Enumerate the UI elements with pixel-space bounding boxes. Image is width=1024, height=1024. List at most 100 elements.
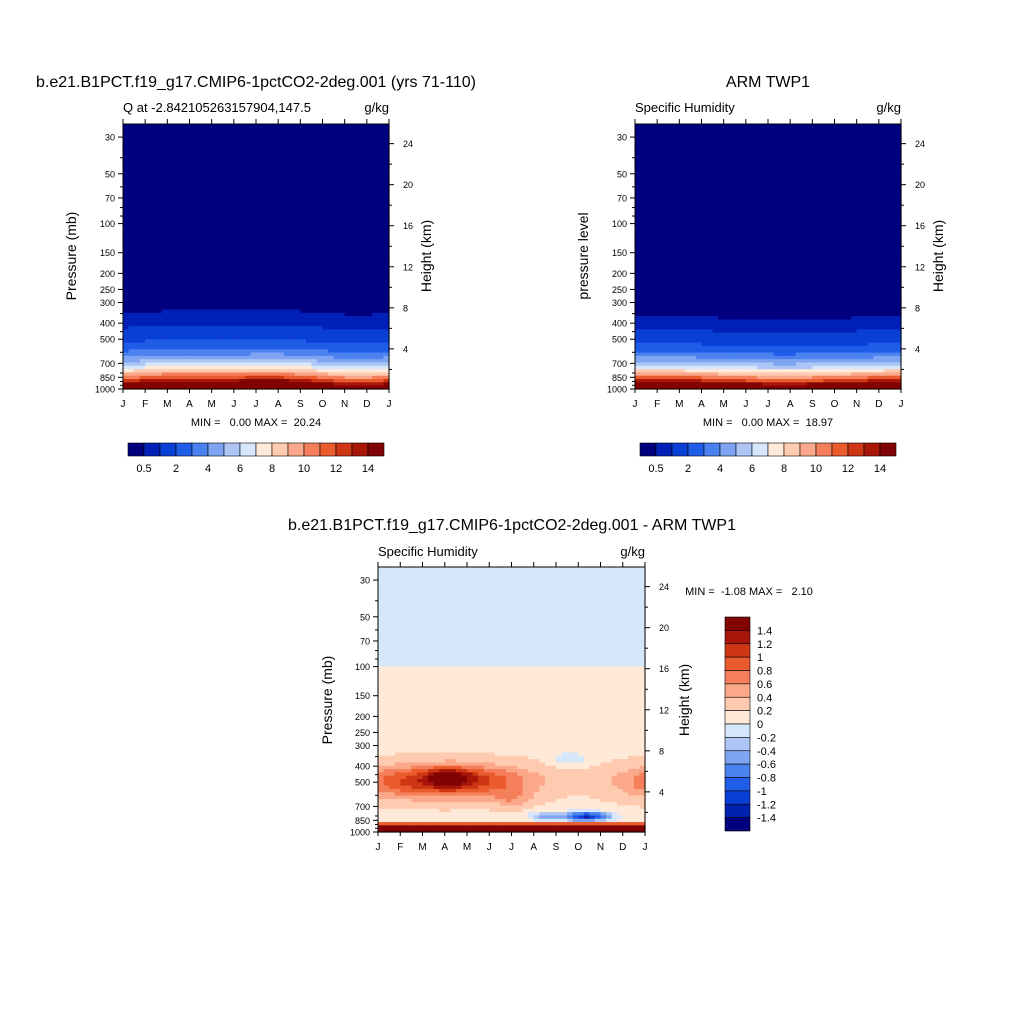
contour-cell	[300, 253, 307, 258]
contour-cell	[377, 130, 385, 135]
contour-cell	[145, 173, 152, 178]
contour-cell	[178, 266, 185, 271]
contour-cell	[272, 369, 279, 374]
contour-cell	[344, 332, 351, 337]
contour-cell	[211, 140, 218, 145]
contour-cell	[145, 236, 152, 241]
contour-cell	[178, 322, 185, 327]
contour-cell	[350, 329, 357, 334]
contour-cell	[316, 385, 324, 390]
contour-cell	[211, 286, 218, 291]
contour-cell	[172, 326, 180, 330]
contour-cell	[801, 130, 808, 135]
contour-cell	[383, 339, 390, 344]
contour-cell	[145, 276, 152, 281]
contour-cell	[134, 345, 141, 350]
contour-cell	[239, 329, 246, 334]
contour-cell	[239, 186, 246, 191]
contour-cell	[150, 263, 157, 268]
contour-cell	[222, 352, 229, 357]
contour-cell	[723, 190, 730, 195]
contour-cell	[366, 157, 373, 162]
contour-cell	[172, 220, 180, 224]
contour-cell	[128, 163, 135, 168]
contour-cell	[272, 216, 279, 221]
contour-cell	[300, 286, 307, 291]
contour-cell	[790, 180, 797, 185]
contour-cell	[217, 246, 224, 251]
contour-cell	[228, 150, 235, 155]
contour-cell	[366, 137, 373, 142]
contour-cell	[662, 147, 669, 152]
contour-cell	[278, 349, 285, 354]
contour-cell	[873, 163, 880, 168]
contour-cell	[139, 153, 146, 158]
contour-cell	[134, 206, 141, 211]
contour-cell	[311, 326, 318, 330]
contour-cell	[350, 339, 357, 344]
contour-cell	[134, 256, 141, 261]
contour-cell	[139, 286, 146, 291]
contour-cell	[768, 143, 775, 148]
contour-cell	[729, 186, 736, 191]
contour-cell	[828, 147, 836, 152]
contour-cell	[668, 180, 675, 185]
contour-cell	[123, 210, 130, 215]
contour-cell	[256, 349, 263, 354]
contour-cell	[167, 236, 174, 241]
contour-cell	[344, 223, 351, 228]
contour-cell	[134, 365, 141, 370]
contour-cell	[222, 193, 229, 198]
contour-cell	[195, 133, 202, 138]
contour-cell	[228, 193, 235, 198]
contour-cell	[828, 170, 836, 175]
contour-cell	[289, 382, 296, 387]
contour-cell	[361, 200, 368, 205]
contour-cell	[795, 170, 802, 175]
contour-cell	[646, 140, 653, 145]
contour-cell	[333, 143, 340, 148]
contour-cell	[305, 253, 313, 258]
contour-cell	[195, 266, 202, 271]
contour-cell	[889, 147, 897, 152]
contour-cell	[300, 200, 307, 205]
contour-cell	[233, 283, 240, 287]
contour-cell	[128, 286, 135, 291]
contour-cell	[740, 127, 747, 132]
contour-cell	[128, 203, 135, 208]
contour-cell	[383, 190, 390, 195]
contour-cell	[178, 147, 185, 152]
contour-cell	[322, 183, 329, 188]
contour-cell	[261, 147, 268, 152]
contour-cell	[718, 190, 725, 195]
contour-cell	[139, 230, 146, 234]
contour-cell	[328, 382, 335, 387]
contour-cell	[145, 329, 152, 334]
contour-cell	[289, 369, 296, 374]
contour-cell	[128, 160, 135, 165]
contour-cell	[300, 186, 307, 191]
contour-cell	[344, 329, 351, 334]
contour-cell	[383, 283, 390, 287]
contour-cell	[233, 276, 240, 281]
contour-cell	[684, 163, 692, 168]
contour-cell	[239, 233, 246, 238]
contour-cell	[701, 167, 708, 171]
contour-cell	[233, 352, 240, 357]
contour-cell	[311, 153, 318, 158]
contour-cell	[267, 279, 274, 284]
contour-cell	[300, 339, 307, 344]
contour-cell	[161, 292, 168, 297]
contour-cell	[812, 153, 819, 158]
contour-cell	[377, 286, 385, 291]
contour-cell	[178, 130, 185, 135]
contour-cell	[768, 180, 775, 185]
contour-cell	[784, 190, 791, 195]
contour-cell	[300, 153, 307, 158]
contour-cell	[679, 183, 686, 188]
contour-cell	[228, 147, 235, 152]
contour-cell	[172, 177, 180, 181]
contour-cell	[283, 183, 290, 188]
contour-cell	[812, 190, 819, 195]
contour-cell	[267, 372, 274, 377]
